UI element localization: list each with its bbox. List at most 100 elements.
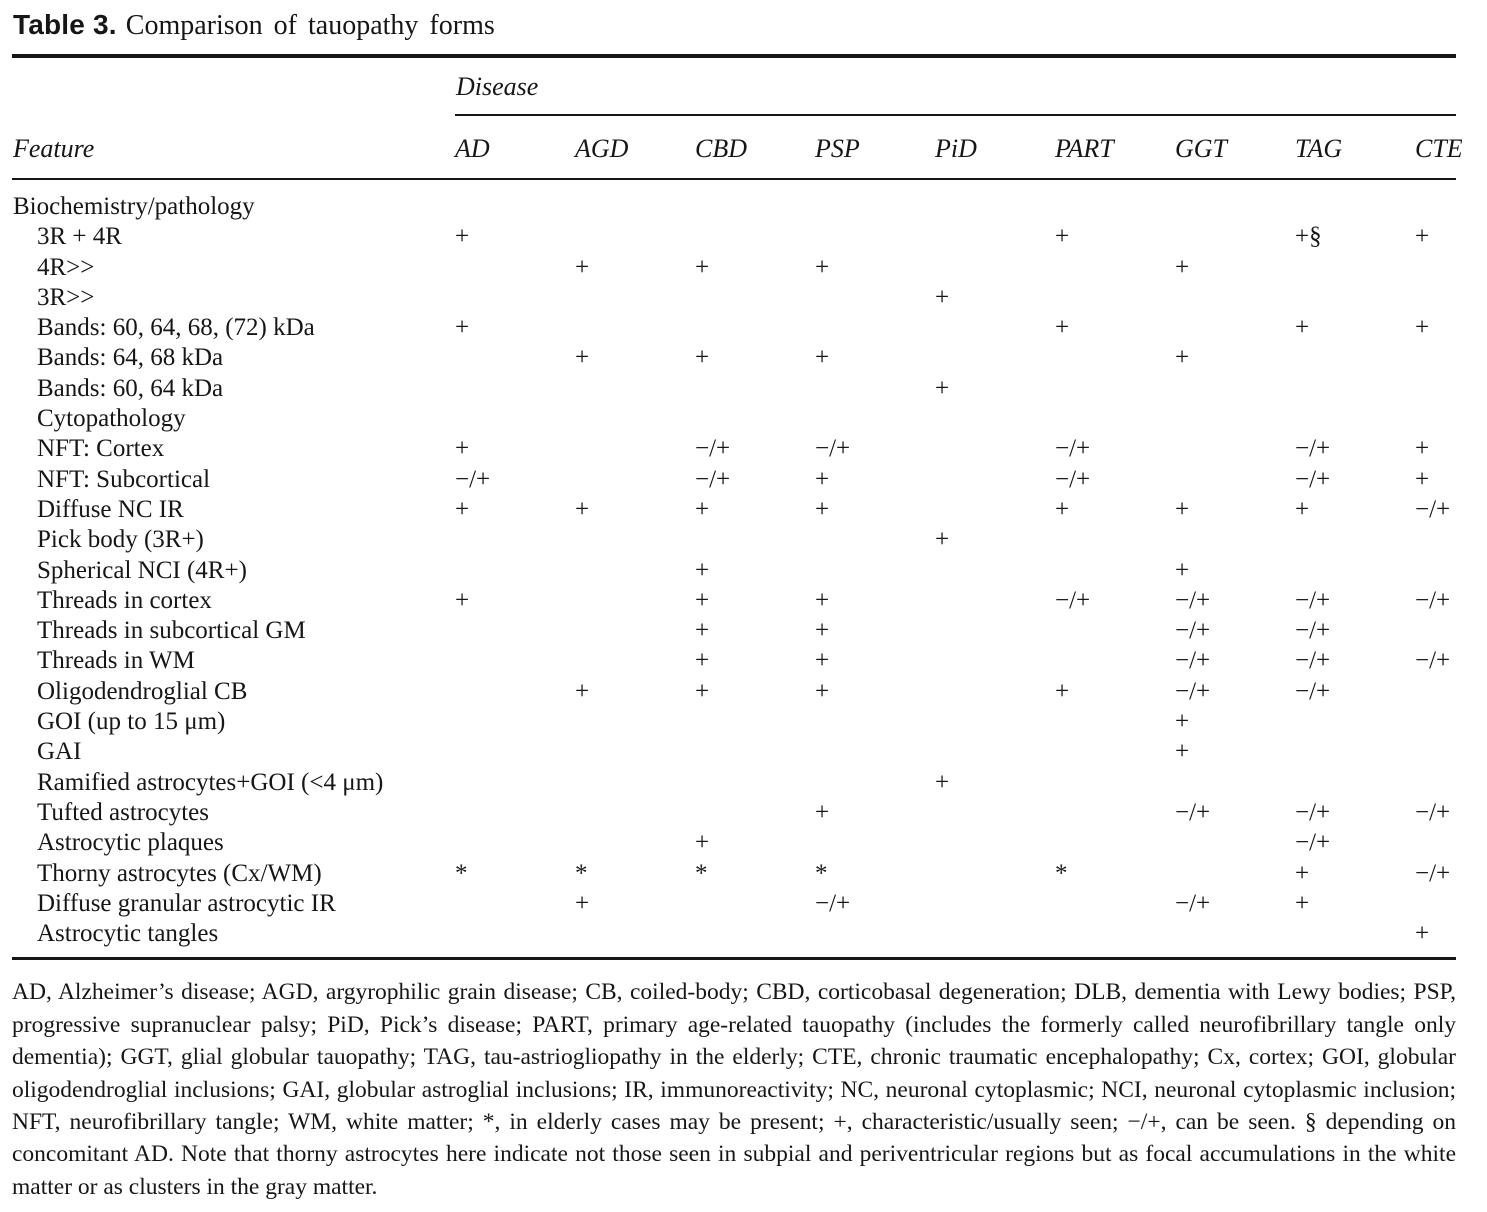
column-header-ad: AD: [455, 115, 575, 180]
value-cell: [1175, 768, 1295, 798]
value-cell: +: [1415, 465, 1430, 493]
value-cell: [455, 374, 575, 404]
value-cell: [455, 646, 575, 676]
value-cell: [815, 222, 935, 252]
column-header-cbd: CBD: [695, 115, 815, 180]
value-cell: +: [815, 253, 830, 281]
value-cell: +: [1175, 253, 1190, 281]
column-header-ggt: GGT: [1175, 115, 1295, 180]
value-cell: [935, 616, 1055, 646]
table-title: Comparison of tauopathy forms: [125, 10, 495, 41]
value-cell: −/+: [1415, 798, 1451, 826]
table-row: Threads in cortex + + + −/+ −/+ −/+ −/+: [12, 586, 1456, 616]
value-cell: +: [575, 495, 590, 523]
value-cell: [455, 889, 575, 919]
value-cell: +: [575, 253, 590, 281]
value-cell: +: [815, 495, 830, 523]
value-cell: [935, 889, 1055, 919]
feature-cell: Bands: 64, 68 kDa: [37, 344, 224, 372]
value-cell: [575, 404, 695, 434]
feature-cell: Ramified astrocytes+GOI (<4 μm): [37, 768, 384, 796]
value-cell: +: [695, 586, 710, 614]
value-cell: −/+: [1175, 798, 1211, 826]
value-cell: [1175, 465, 1295, 495]
value-cell: [575, 768, 695, 798]
feature-cell: 3R + 4R: [37, 223, 122, 251]
feature-cell: Cytopathology: [37, 405, 186, 433]
column-header-part: PART: [1055, 115, 1175, 180]
value-cell: [935, 313, 1055, 343]
value-cell: +: [1295, 495, 1310, 523]
value-cell: [815, 556, 935, 586]
value-cell: [1055, 646, 1175, 676]
value-cell: [815, 737, 935, 767]
feature-cell: Diffuse NC IR: [37, 495, 184, 523]
value-cell: [695, 737, 815, 767]
value-cell: +: [455, 314, 470, 342]
value-cell: [455, 707, 575, 737]
value-cell: [1175, 859, 1295, 889]
table-footnote: AD, Alzheimer’s disease; AGD, argyrophil…: [12, 979, 1456, 1200]
value-cell: +: [1055, 223, 1070, 251]
value-cell: [935, 707, 1055, 737]
value-cell: +: [455, 495, 470, 523]
value-cell: +: [815, 465, 830, 493]
value-cell: [1175, 283, 1295, 313]
table-row: Diffuse granular astrocytic IR + −/+ −/+ +: [12, 889, 1456, 919]
value-cell: [1055, 737, 1175, 767]
value-cell: [1175, 179, 1295, 222]
value-cell: [815, 707, 935, 737]
value-cell: −/+: [455, 465, 491, 493]
value-cell: +: [455, 586, 470, 614]
value-cell: [1055, 283, 1175, 313]
value-cell: [1055, 525, 1175, 555]
value-cell: *: [1055, 859, 1068, 887]
value-cell: [695, 525, 815, 555]
table-number: Table 3.: [13, 9, 117, 40]
table-row: 4R>> + + + +: [12, 253, 1456, 283]
value-cell: [935, 222, 1055, 252]
value-cell: [455, 525, 575, 555]
table-row: Pick body (3R+) +: [12, 525, 1456, 555]
value-cell: +: [1175, 738, 1190, 766]
value-cell: [1415, 556, 1456, 586]
value-cell: +: [815, 647, 830, 675]
column-header-agd: AGD: [575, 115, 695, 180]
value-cell: [575, 525, 695, 555]
value-cell: [695, 889, 815, 919]
value-cell: [935, 556, 1055, 586]
feature-cell: Threads in WM: [37, 647, 195, 675]
value-cell: [1055, 179, 1175, 222]
value-cell: +: [815, 617, 830, 645]
value-cell: [1175, 404, 1295, 434]
value-cell: [455, 828, 575, 858]
table-row: Threads in WM + + −/+ −/+ −/+: [12, 646, 1456, 676]
table-row: Threads in subcortical GM + + −/+ −/+: [12, 616, 1456, 646]
value-cell: [1415, 616, 1456, 646]
feature-cell: Threads in cortex: [37, 586, 212, 614]
disease-group-header: Disease: [455, 56, 1457, 116]
value-cell: +: [695, 344, 710, 372]
table-row: GOI (up to 15 μm) +: [12, 707, 1456, 737]
value-cell: [1415, 707, 1456, 737]
value-cell: [1295, 737, 1415, 767]
value-cell: +: [1295, 889, 1310, 917]
value-cell: [1175, 313, 1295, 343]
value-cell: +: [1295, 859, 1310, 887]
value-cell: [575, 556, 695, 586]
value-cell: [1175, 828, 1295, 858]
value-cell: [1415, 343, 1456, 373]
value-cell: [1175, 374, 1295, 404]
value-cell: +: [935, 283, 950, 311]
value-cell: +: [695, 617, 710, 645]
value-cell: [1295, 768, 1415, 798]
value-cell: [935, 465, 1055, 495]
value-cell: [935, 495, 1055, 525]
value-cell: [1415, 404, 1456, 434]
feature-cell: GOI (up to 15 μm): [37, 708, 226, 736]
value-cell: [1295, 283, 1415, 313]
table-row: 3R>> +: [12, 283, 1456, 313]
value-cell: [575, 465, 695, 495]
table-row: Cytopathology: [12, 404, 1456, 434]
